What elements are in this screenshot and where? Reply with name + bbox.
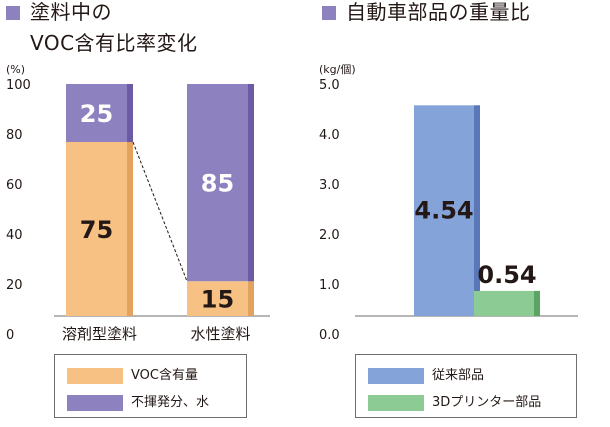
y-tick-label: 3.0 — [319, 178, 340, 193]
voc-connector-line — [132, 141, 188, 282]
legend-label-nonvolatile: 不揮発分、水 — [131, 395, 210, 410]
bar-segment — [187, 84, 254, 282]
left-title-marker — [6, 6, 20, 20]
y-tick-label: 0.0 — [319, 328, 340, 343]
bar-segment — [187, 281, 254, 316]
legend-item-voc: VOC含有量 — [55, 366, 246, 386]
x-category-label: 水性塗料 — [190, 325, 250, 343]
left-legend: VOC含有量 不揮発分、水 — [54, 354, 247, 418]
left-chart-title: 塗料中の — [6, 0, 112, 28]
data-label: 75 — [80, 216, 113, 244]
y-tick-label: 60 — [6, 178, 23, 193]
legend-item-conventional: 従来部品 — [356, 366, 576, 386]
legend-item-nonvolatile: 不揮発分、水 — [55, 393, 246, 413]
y-unit-label: (kg/個) — [319, 63, 356, 76]
bar-segment — [66, 142, 133, 316]
bar-segment-edge — [248, 84, 254, 282]
right-title-text: 自動車部品の重量比 — [346, 0, 531, 24]
legend-swatch-conventional — [368, 368, 424, 384]
legend-swatch-3d-printed — [368, 395, 424, 411]
legend-label-voc: VOC含有量 — [131, 368, 198, 383]
data-label: 4.54 — [414, 197, 473, 225]
right-title-marker — [322, 6, 336, 20]
left-title-line1: 塗料中の — [30, 0, 112, 24]
y-tick-label: 100 — [6, 78, 31, 93]
data-label: 0.54 — [477, 261, 536, 289]
y-tick-label: 80 — [6, 128, 23, 143]
right-legend: 従来部品 3Dプリンター部品 — [355, 354, 577, 418]
left-chart-title-line2: VOC含有比率変化 — [30, 31, 198, 55]
y-tick-label: 5.0 — [319, 78, 340, 93]
bar-segment-edge — [248, 281, 254, 316]
legend-swatch-nonvolatile — [67, 395, 123, 411]
bar — [474, 290, 540, 316]
y-tick-label: 0 — [6, 328, 14, 343]
legend-item-3d-printed: 3Dプリンター部品 — [356, 393, 576, 413]
y-tick-label: 1.0 — [319, 278, 340, 293]
bar — [414, 105, 480, 317]
y-tick-label: 2.0 — [319, 228, 340, 243]
legend-swatch-voc — [67, 368, 123, 384]
legend-label-conventional: 従来部品 — [432, 368, 485, 383]
y-tick-label: 4.0 — [319, 128, 340, 143]
x-category-label: 溶剤型塗料 — [62, 325, 137, 343]
y-tick-label: 20 — [6, 278, 23, 293]
weight-bar-chart: (kg/個) 0.0 1.0 2.0 3.0 4.0 5.0 4.54 0.54 — [319, 63, 578, 343]
voc-stacked-bar-chart: (%) 0 20 40 60 80 100 75 25 溶剤型塗料 15 85 水性塗料 — [6, 63, 270, 343]
bar-edge — [534, 290, 540, 316]
right-chart-title: 自動車部品の重量比 — [322, 0, 531, 28]
y-tick-label: 40 — [6, 228, 23, 243]
data-label: 15 — [201, 286, 234, 314]
bar-edge — [474, 105, 480, 317]
data-label: 85 — [201, 170, 234, 198]
bar-segment-edge — [127, 142, 133, 316]
y-unit-label: (%) — [6, 63, 25, 76]
legend-label-3d-printed: 3Dプリンター部品 — [432, 395, 542, 410]
data-label: 25 — [80, 100, 113, 128]
bar-segment-edge — [127, 84, 133, 142]
bar-segment — [66, 84, 133, 142]
